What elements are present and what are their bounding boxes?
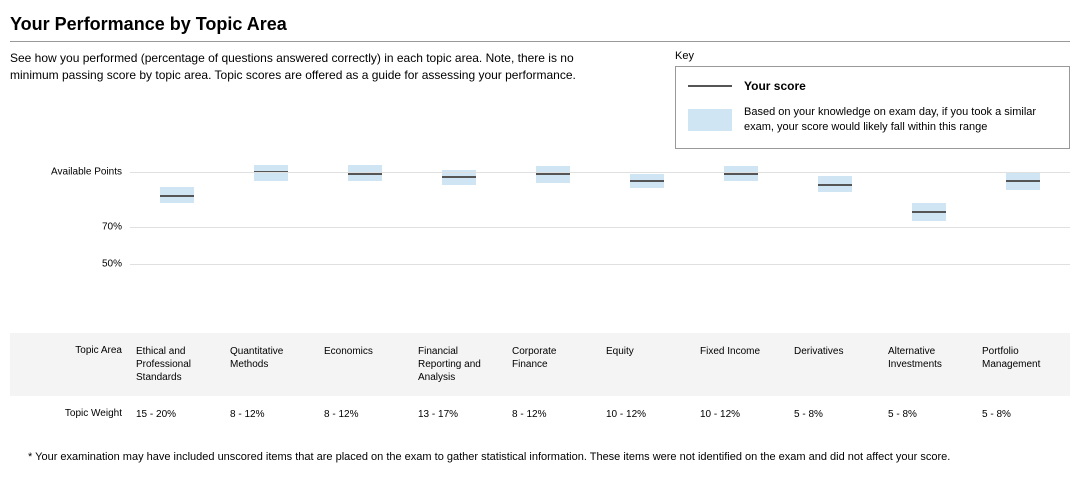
topic-weight-cell: 5 - 8% xyxy=(882,396,976,433)
key-band-label: Based on your knowledge on exam day, if … xyxy=(744,105,1057,136)
topic-col xyxy=(506,163,600,273)
title-divider xyxy=(10,41,1070,42)
topic-weight-cell: 8 - 12% xyxy=(506,396,600,433)
gridline xyxy=(130,172,1070,173)
key-block: Key Your score Based on your knowledge o… xyxy=(675,50,1070,149)
gridline xyxy=(130,227,1070,228)
topic-name-cell: Ethical and Professional Standards xyxy=(130,333,224,396)
score-line xyxy=(630,180,664,182)
topic-name-cell: Corporate Finance xyxy=(506,333,600,396)
y-tick-label: Available Points xyxy=(51,166,122,177)
footnote: * Your examination may have included uns… xyxy=(28,451,1070,463)
topic-name-cell: Quantitative Methods xyxy=(224,333,318,396)
score-line xyxy=(1006,180,1040,182)
key-score-label: Your score xyxy=(744,79,806,93)
page-title: Your Performance by Topic Area xyxy=(10,14,1070,35)
topic-weight-cell: 5 - 8% xyxy=(788,396,882,433)
key-band-swatch xyxy=(688,109,732,131)
table-label-topic-area: Topic Area xyxy=(10,333,130,368)
score-line xyxy=(348,173,382,175)
score-line xyxy=(912,211,946,213)
topic-name-cell: Equity xyxy=(600,333,694,396)
topic-name-cell: Economics xyxy=(318,333,412,396)
key-box: Your score Based on your knowledge on ex… xyxy=(675,66,1070,149)
topic-col xyxy=(412,163,506,273)
y-tick-label: 70% xyxy=(102,221,122,232)
topic-name-cell: Financial Reporting and Analysis xyxy=(412,333,506,396)
topic-weight-cell: 13 - 17% xyxy=(412,396,506,433)
score-line xyxy=(536,173,570,175)
topic-name-cell: Fixed Income xyxy=(694,333,788,396)
key-line-swatch xyxy=(688,85,732,87)
table-label-topic-weight: Topic Weight xyxy=(10,396,130,431)
topic-col xyxy=(600,163,694,273)
key-heading: Key xyxy=(675,50,1070,62)
gridline xyxy=(130,264,1070,265)
topic-weight-cell: 10 - 12% xyxy=(600,396,694,433)
key-row-band: Based on your knowledge on exam day, if … xyxy=(688,105,1057,136)
y-tick-label: 50% xyxy=(102,258,122,269)
table-cells-weights: 15 - 20%8 - 12%8 - 12%13 - 17%8 - 12%10 … xyxy=(130,396,1070,433)
topic-col xyxy=(130,163,224,273)
topic-col xyxy=(788,163,882,273)
score-line xyxy=(818,184,852,186)
score-line xyxy=(442,176,476,178)
chart-columns xyxy=(130,163,1070,273)
chart-plot xyxy=(130,163,1070,273)
intro-text: See how you performed (percentage of que… xyxy=(10,50,610,84)
chart: Available Points 70% 50% xyxy=(10,163,1070,273)
topic-weight-cell: 15 - 20% xyxy=(130,396,224,433)
topic-weight-cell: 10 - 12% xyxy=(694,396,788,433)
topic-weight-cell: 8 - 12% xyxy=(224,396,318,433)
table-row-topic-area: Topic Area Ethical and Professional Stan… xyxy=(10,333,1070,396)
topic-weight-cell: 5 - 8% xyxy=(976,396,1070,433)
topic-name-cell: Alternative Investments xyxy=(882,333,976,396)
topic-name-cell: Derivatives xyxy=(788,333,882,396)
intro-row: See how you performed (percentage of que… xyxy=(10,50,1070,149)
topic-table: Topic Area Ethical and Professional Stan… xyxy=(10,333,1070,433)
topic-name-cell: Portfolio Management xyxy=(976,333,1070,396)
key-row-score: Your score xyxy=(688,79,1057,93)
topic-col xyxy=(976,163,1070,273)
topic-col xyxy=(318,163,412,273)
topic-col xyxy=(882,163,976,273)
topic-col xyxy=(224,163,318,273)
table-row-topic-weight: Topic Weight 15 - 20%8 - 12%8 - 12%13 - … xyxy=(10,396,1070,433)
table-cells-names: Ethical and Professional StandardsQuanti… xyxy=(130,333,1070,396)
score-line xyxy=(160,195,194,197)
topic-weight-cell: 8 - 12% xyxy=(318,396,412,433)
topic-col xyxy=(694,163,788,273)
chart-y-labels: Available Points 70% 50% xyxy=(10,163,130,273)
score-line xyxy=(724,173,758,175)
